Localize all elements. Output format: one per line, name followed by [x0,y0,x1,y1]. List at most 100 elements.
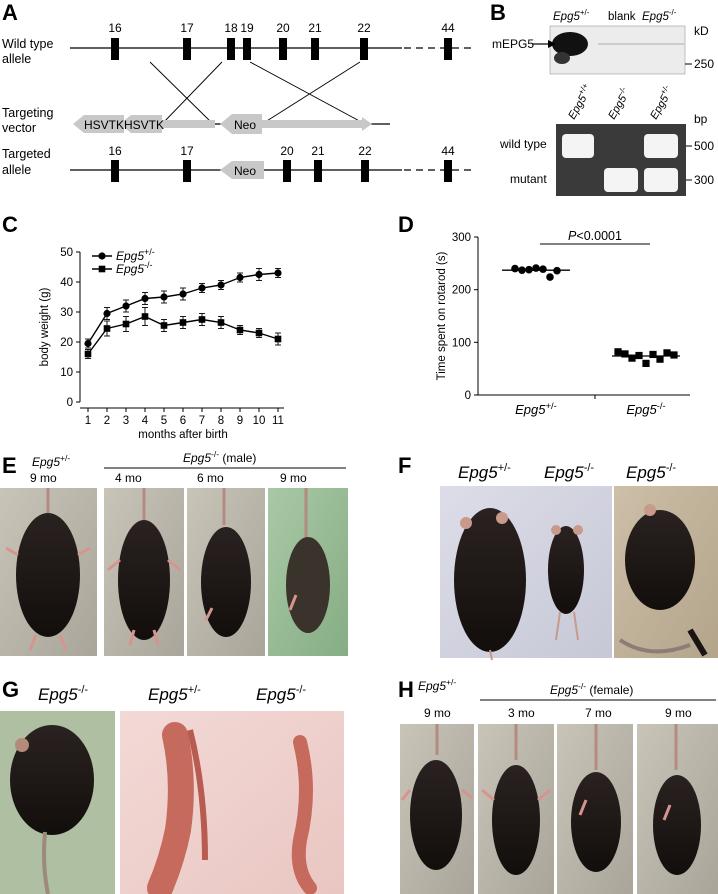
neo-label-ta: Neo [234,164,256,178]
exon-wt-label-44: 44 [441,21,455,35]
exon-ta-label-44: 44 [441,144,455,158]
f-genotype-1: Epg5+/- [458,462,511,482]
exon-wt-18 [227,38,235,60]
exon-ta-16 [111,160,119,182]
g-photo-1 [0,711,115,894]
c-x-tick-label-1: 1 [85,415,91,427]
wb-lane-1: Epg5+/- [553,8,590,23]
d-y-tick-label-0: 0 [465,390,471,402]
hsvtk-cassette-1 [73,115,124,133]
c-x-tick-label-11: 11 [272,415,284,427]
e-photo-2 [104,488,184,656]
wt-exons: 16 17 18 19 20 21 22 44 [108,21,455,60]
g-photo-2 [120,711,344,894]
row-label-targeting: Targeting [2,106,53,120]
c-x-tick-label-9: 9 [237,415,243,427]
hsvtk-label-1: HSVTK [84,118,124,132]
exon-wt-22 [360,38,368,60]
exon-wt-19 [243,38,251,60]
panel-a: A Wild type allele Targeting vector Targ… [2,0,473,182]
c-point-0-7 [217,281,225,289]
c-y-tick-label-20: 20 [60,337,73,349]
wb-lane-2: blank [608,11,636,23]
panel-f: F Epg5+/- Epg5-/- Epg5-/- [398,453,718,661]
wb-kd-unit: kD [694,24,709,38]
c-point-1-6 [198,316,206,323]
exon-ta-label-21: 21 [311,144,325,158]
hsvtk-label-2: HSVTK [124,118,164,132]
c-y-tick-label-40: 40 [60,277,73,289]
panel-e: E Epg5+/- 9 mo Epg5-/- (male) 4 mo 6 mo … [0,449,348,656]
pcr-lane-1: Epg5+/+ [564,81,596,121]
h-photo-2 [478,724,554,894]
d-point-0-5 [546,273,554,281]
exon-wt-21 [311,38,319,60]
h-age-2: 7 mo [585,706,612,720]
crossover-lines [149,61,366,125]
panel-label-c: C [2,212,18,237]
c-point-0-3 [141,294,149,303]
d-y-axis-label: Time spent on rotarod (s) [436,251,448,380]
c-point-1-8 [236,326,244,334]
exon-wt-20 [279,38,287,60]
exon-wt-label-17: 17 [180,21,194,35]
c-point-0-9 [255,270,263,279]
tv-arm-left [160,120,215,128]
c-point-1-10 [274,335,282,343]
e-age-2: 6 mo [197,471,224,485]
exon-ta-label-20: 20 [280,144,294,158]
exon-wt-label-22: 22 [357,21,371,35]
row-label-targeted: Targeted [2,147,51,161]
row-label-targeting-2: vector [2,121,36,135]
c-x-tick-label-6: 6 [180,415,186,427]
d-y-tick-label-100: 100 [452,337,471,349]
western-band-mepg5 [552,32,588,56]
d-p-value: P<0.0001 [568,229,622,243]
d-point-1-6 [656,355,664,363]
e-photo-4 [268,488,348,656]
c-point-1-5 [179,319,187,326]
d-point-0-4 [539,265,547,273]
f-genotype-2: Epg5-/- [544,462,594,482]
h-het-age: 9 mo [424,706,451,720]
row-label-wild-type-2: allele [2,52,31,66]
h-ko-genotype: Epg5-/- (female) [550,681,633,697]
c-y-tick-label-10: 10 [60,367,73,379]
pcr-lane-2: Epg5-/- [604,85,634,122]
panel-d: D 0 100 200 300 Time spent on rotarod (s) Epg… [398,212,690,417]
tv-arm-right [262,120,362,128]
c-series-line-0 [87,272,279,344]
d-point-1-8 [670,351,678,359]
c-point-0-0 [84,339,92,348]
d-point-1-0 [614,348,622,356]
c-legend-label-0: Epg5+/- [116,247,155,263]
c-point-0-10 [274,269,282,277]
d-y-tick-label-200: 200 [452,285,471,297]
h-photo-3 [557,724,633,894]
exon-ta-20 [283,160,291,182]
exon-wt-label-18: 18 [224,21,238,35]
panel-label-e: E [2,453,17,478]
c-point-1-0 [84,350,92,358]
d-y-tick-label-300: 300 [452,232,471,244]
c-point-1-7 [217,319,225,326]
c-x-tick-label-8: 8 [218,415,224,427]
d-group-label-0: Epg5+/- [515,401,557,417]
c-x-tick-label-10: 10 [253,415,266,427]
neo-cassette-ta [220,161,264,179]
pcr-lane-3: Epg5+/- [646,83,677,121]
pcr-bp-300: 300 [694,173,714,187]
c-point-0-6 [198,284,206,292]
c-legend-label-1: Epg5-/- [116,260,153,276]
d-point-1-7 [663,349,671,357]
c-y-tick-label-50: 50 [60,247,73,259]
c-point-1-1 [103,325,111,332]
g-genotype-1: Epg5-/- [38,684,88,704]
panel-c: C 0 10 20 30 40 50 1 2 3 4 5 6 7 8 9 10 11 months after b… [2,212,284,441]
panel-label-f: F [398,453,411,478]
panel-label-d: D [398,212,414,237]
exon-wt-44 [444,38,452,60]
d-point-1-4 [642,359,650,367]
c-point-0-1 [103,309,111,318]
